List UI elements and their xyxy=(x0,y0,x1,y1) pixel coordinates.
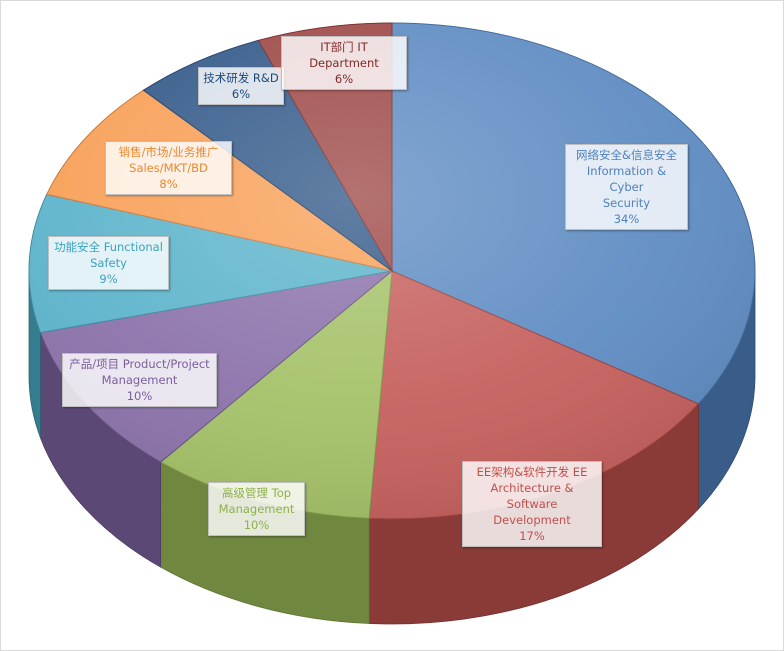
slice-1-label-line: Architecture & Software xyxy=(490,481,574,511)
slice-7-label-line: IT部门 IT Department xyxy=(309,40,379,70)
slice-0-percent: 34% xyxy=(613,212,640,226)
slice-2-label-line: 高级管理 Top xyxy=(221,486,292,500)
slice-1-label: EE架构&软件开发 EE Architecture & Software Devel… xyxy=(462,461,602,547)
slice-1-percent: 17% xyxy=(519,529,545,543)
slice-0-label: 网络安全&信息安全 Information & Cyber Security 34% xyxy=(565,144,688,230)
slice-7-percent: 6% xyxy=(334,72,354,86)
slice-4-label-line: 功能安全 Functional xyxy=(54,240,163,254)
slice-3-label: 产品/项目 Product/Project Management 10% xyxy=(62,353,217,407)
slice-2-percent: 10% xyxy=(243,518,270,532)
slice-6-percent: 6% xyxy=(231,87,251,101)
slice-6-label-line: 技术研发 R&D xyxy=(203,71,279,85)
slice-1-label-line: EE架构&软件开发 EE xyxy=(476,465,588,479)
slice-5-label-line: Sales/MKT/BD xyxy=(129,161,208,175)
slice-7-label: IT部门 IT Department 6% xyxy=(281,36,407,90)
slice-0-label-line: Information & Cyber xyxy=(586,164,667,194)
slice-4-percent: 9% xyxy=(99,272,118,286)
slice-1-label-line: Development xyxy=(493,513,571,527)
slice-3-percent: 10% xyxy=(126,389,153,403)
slice-5-label-line: 销售/市场/业务推广 xyxy=(118,145,219,159)
slice-3-label-line: 产品/项目 Product/Project xyxy=(69,357,210,371)
slice-5-label: 销售/市场/业务推广 Sales/MKT/BD 8% xyxy=(105,141,232,195)
slice-3-label-line: Management xyxy=(101,373,178,387)
slice-6-label: 技术研发 R&D 6% xyxy=(198,67,284,105)
slice-4-label-line: Safety xyxy=(90,256,127,270)
slice-4-label: 功能安全 Functional Safety 9% xyxy=(48,236,169,290)
slice-0-label-line: 网络安全&信息安全 xyxy=(576,148,677,162)
slice-5-percent: 8% xyxy=(159,177,178,191)
slice-0-label-line: Security xyxy=(602,196,651,210)
slice-2-label: 高级管理 Top Management 10% xyxy=(208,482,305,536)
slice-2-label-line: Management xyxy=(218,502,295,516)
